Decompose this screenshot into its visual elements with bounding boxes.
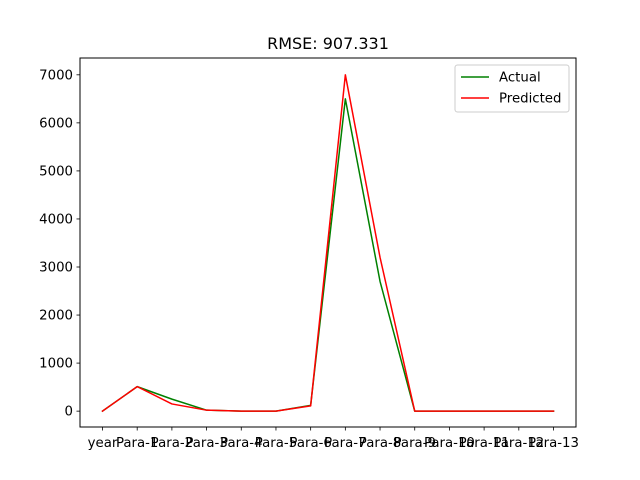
y-tick-label: 6000 [39,116,73,131]
x-tick-label: Para-3 [185,436,227,451]
series-line-predicted [101,74,555,413]
y-tick-label: 0 [65,405,73,420]
x-tick-label: Para-12 [493,436,544,451]
legend-label-actual: Actual [499,71,541,86]
y-tick-label: 1000 [39,357,73,372]
x-tick-label: Para-10 [424,436,475,451]
legend: Actual Predicted [454,64,570,113]
x-tick-label: Para-1 [116,436,158,451]
y-tick-label: 2000 [39,309,73,324]
x-tick-label: Para-2 [151,436,193,451]
x-tick-label: Para-8 [359,436,401,451]
axes-frame [79,57,577,428]
x-tick-label: Para-6 [289,436,331,451]
y-tick-label: 3000 [39,261,73,276]
chart-title: RMSE: 907.331 [267,34,389,53]
x-tick-label: Para-7 [324,436,366,451]
x-tick-label: Para-13 [528,436,579,451]
x-tick-label: Para-9 [394,436,436,451]
x-tick-label: Para-5 [255,436,297,451]
plot-area: 01000200030004000500060007000yearPara-1P… [39,68,579,451]
y-tick-label: 5000 [39,165,73,180]
legend-label-predicted: Predicted [499,92,561,107]
y-tick-label: 7000 [39,68,73,83]
x-tick-label: Para-4 [220,436,262,451]
y-tick-label: 4000 [39,213,73,228]
x-tick-label: Para-11 [459,436,510,451]
x-tick-label: year [88,436,118,451]
